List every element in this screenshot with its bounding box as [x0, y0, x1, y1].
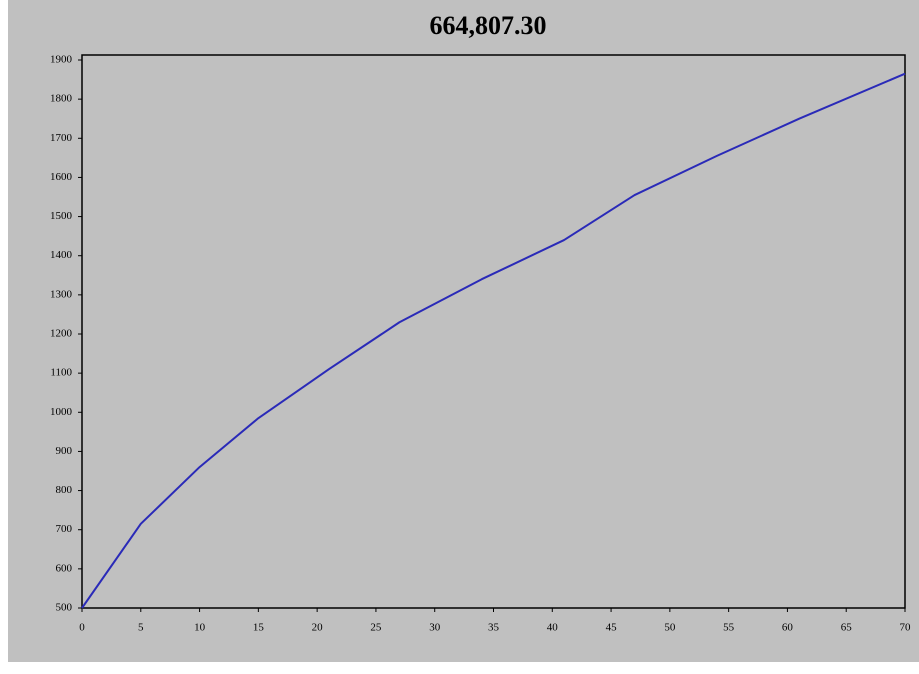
y-tick-label: 1200: [50, 328, 73, 340]
x-tick-label: 40: [547, 622, 559, 634]
y-tick-label: 500: [56, 602, 73, 614]
y-tick-label: 900: [56, 445, 73, 457]
x-tick-label: 0: [79, 622, 85, 634]
plot-frame: [81, 54, 906, 609]
x-tick-label: 25: [370, 622, 382, 634]
y-tick-label: 1800: [50, 93, 73, 105]
y-tick-label: 1500: [50, 210, 73, 222]
y-tick-label: 1300: [50, 288, 73, 300]
x-tick-label: 65: [841, 622, 853, 634]
x-tick-label: 55: [723, 622, 735, 634]
y-tick-label: 1400: [50, 249, 73, 261]
x-tick-label: 15: [253, 622, 265, 634]
y-tick-label: 600: [56, 562, 73, 574]
x-tick-label: 30: [429, 622, 441, 634]
x-tick-label: 10: [194, 622, 206, 634]
y-tick-label: 1000: [50, 406, 73, 418]
line-series: [81, 72, 906, 609]
x-tick-label: 35: [488, 622, 500, 634]
y-tick-label: 1600: [50, 171, 73, 183]
y-tick-label: 1900: [50, 54, 73, 66]
y-tick-label: 800: [56, 484, 73, 496]
x-tick-label: 50: [664, 622, 676, 634]
x-tick-label: 45: [606, 622, 618, 634]
x-tick-label: 60: [782, 622, 794, 634]
y-tick-label: 1700: [50, 132, 73, 144]
x-tick-label: 70: [900, 622, 912, 634]
y-tick-label: 700: [56, 523, 73, 535]
y-tick-label: 1100: [50, 367, 72, 379]
chart-title: 664,807.30: [430, 11, 547, 40]
x-tick-label: 20: [312, 622, 324, 634]
x-tick-label: 5: [138, 622, 144, 634]
